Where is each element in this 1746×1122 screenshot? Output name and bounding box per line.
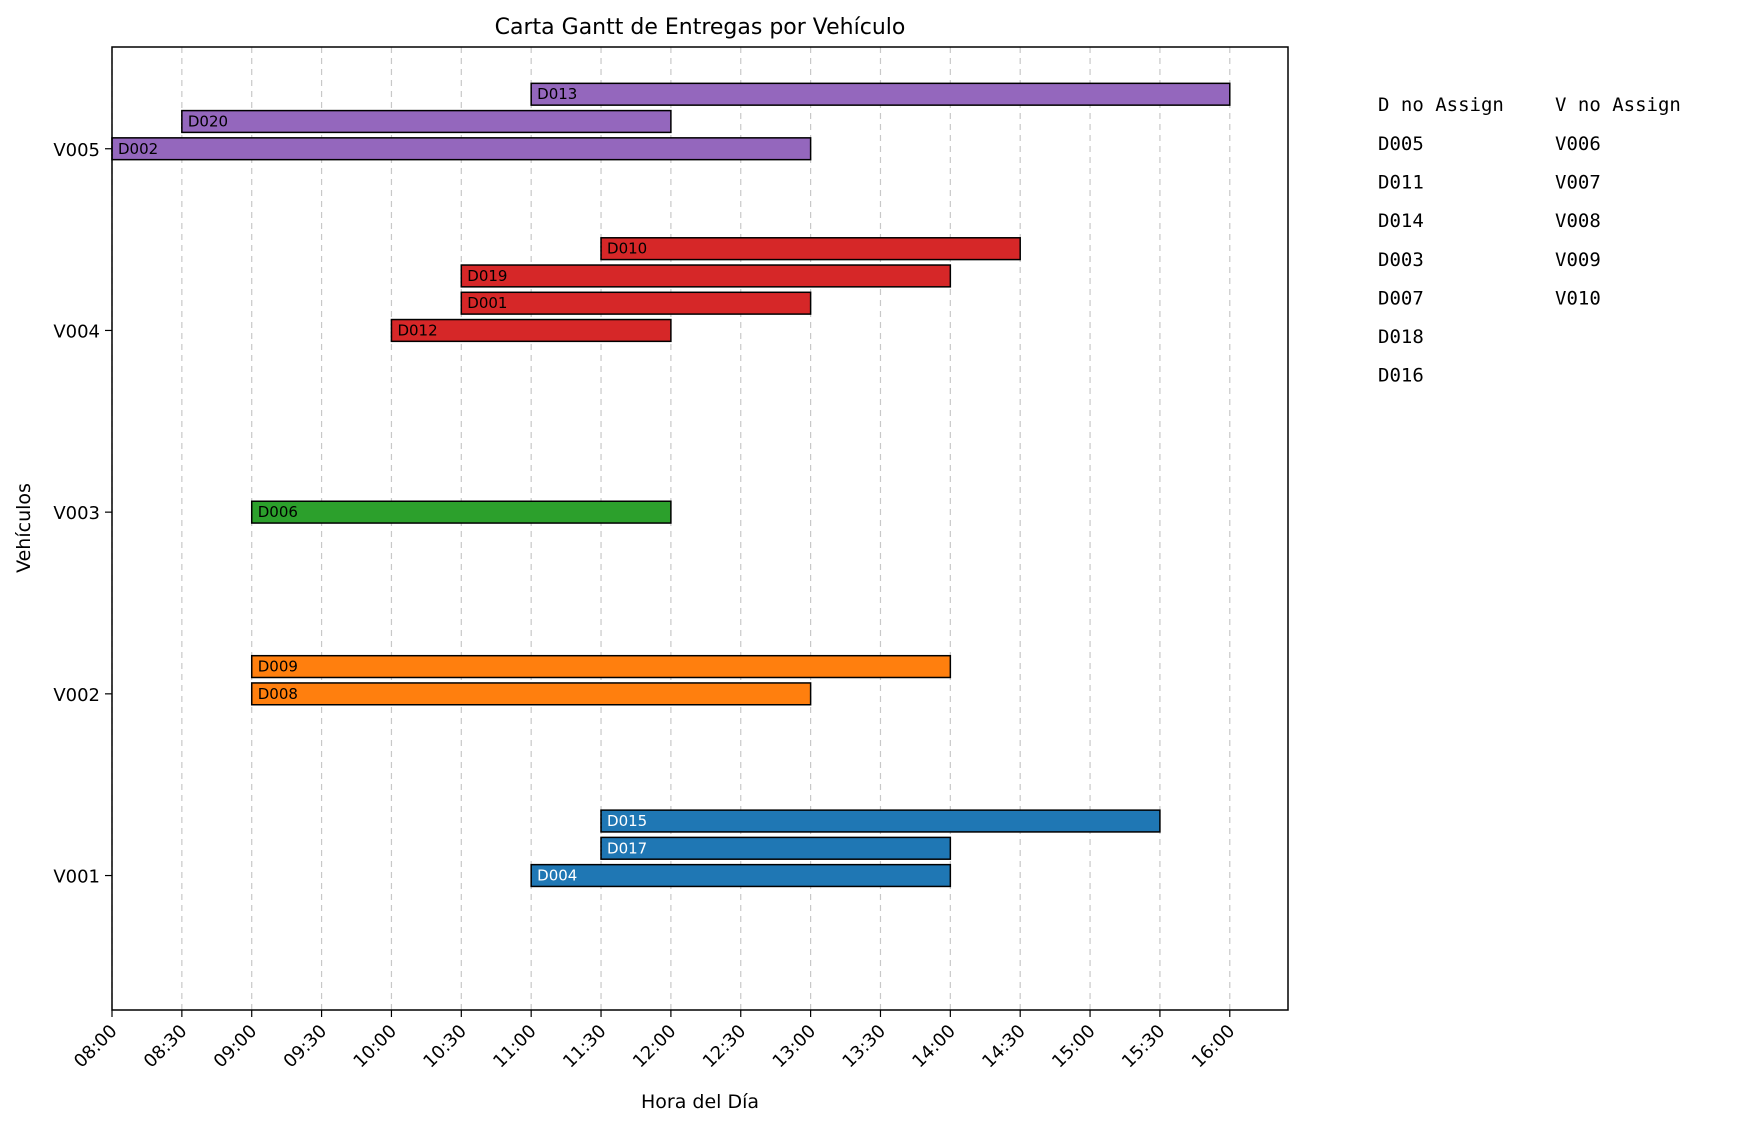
y-tick-label-v003: V003 (53, 503, 100, 524)
bar-d004 (530, 863, 952, 888)
unassigned-vehicle: V007 (1555, 172, 1601, 194)
unassigned-delivery: D016 (1378, 365, 1424, 387)
bar-label-d019: D019 (467, 267, 507, 285)
x-tick-label: 15:00 (1048, 1021, 1100, 1073)
bar-d002 (111, 137, 812, 161)
chart-title: Carta Gantt de Entregas por Vehículo (495, 15, 906, 40)
bar-d017 (600, 836, 952, 860)
y-axis-label: Vehículos (13, 483, 35, 573)
plot-frame (111, 46, 1289, 1011)
y-tick-label-v001: V001 (53, 867, 100, 888)
x-tick-label: 13:00 (769, 1021, 821, 1073)
y-tick-label-v005: V005 (53, 140, 100, 161)
x-tick-label: 12:30 (699, 1021, 751, 1073)
bar-d001 (460, 291, 812, 315)
x-tick-label: 11:30 (559, 1021, 611, 1073)
bar-label-d020: D020 (188, 112, 228, 130)
x-tick-label: 08:00 (70, 1021, 122, 1073)
x-tick-label: 09:30 (280, 1021, 332, 1073)
x-tick-label: 10:00 (349, 1021, 401, 1073)
x-tick-label: 11:00 (489, 1021, 541, 1073)
bar-d013 (530, 82, 1231, 106)
unassigned-delivery: D014 (1378, 210, 1424, 232)
bar-label-d001: D001 (467, 294, 507, 312)
bar-label-d008: D008 (258, 685, 298, 703)
bar-d006 (250, 500, 672, 524)
x-tick-label: 14:00 (908, 1021, 960, 1073)
y-tick-label-v002: V002 (53, 685, 100, 706)
unassigned-delivery: D011 (1378, 172, 1424, 194)
unassigned-table: D no Assign V no Assign D005 D011 D014 D003… (1378, 94, 1681, 387)
unassigned-delivery: D018 (1378, 326, 1424, 348)
bar-label-d009: D009 (258, 658, 298, 676)
bar-d009 (250, 654, 952, 679)
x-tick-label: 10:30 (419, 1021, 471, 1073)
bar-label-d006: D006 (258, 503, 298, 521)
unassigned-vehicle: V009 (1555, 249, 1601, 271)
unassigned-vehicle: V008 (1555, 210, 1601, 232)
bars: D004 D017 D015 D008 D009 D006 D012 D001 D019 D010… (111, 82, 1231, 888)
unassigned-deliveries-header: D no Assign (1378, 94, 1504, 116)
bar-d008 (250, 682, 812, 706)
bar-d012 (390, 318, 672, 343)
unassigned-delivery: D003 (1378, 249, 1424, 271)
bar-label-d013: D013 (537, 85, 577, 103)
bar-label-d015: D015 (607, 812, 647, 830)
bar-d019 (460, 264, 952, 288)
bar-label-d017: D017 (607, 839, 647, 857)
x-tick-label: 14:30 (978, 1021, 1030, 1073)
x-axis-ticks: 08:00 08:30 09:00 09:30 10:00 10:30 11:00 11:30… (70, 1010, 1239, 1072)
bar-d010 (600, 237, 1021, 261)
x-tick-label: 16:00 (1188, 1021, 1240, 1073)
unassigned-delivery: D007 (1378, 287, 1424, 309)
bar-label-d002: D002 (118, 140, 158, 158)
bar-d020 (181, 109, 672, 134)
x-tick-label: 13:30 (838, 1021, 890, 1073)
bar-label-d010: D010 (607, 240, 647, 258)
bar-label-d012: D012 (397, 321, 437, 339)
unassigned-vehicle: V010 (1555, 287, 1601, 309)
x-axis-label: Hora del Día (641, 1091, 759, 1113)
x-tick-label: 09:00 (210, 1021, 262, 1073)
y-tick-label-v004: V004 (53, 321, 100, 342)
unassigned-delivery: D005 (1378, 133, 1424, 155)
bar-label-d004: D004 (537, 867, 577, 885)
x-tick-label: 12:00 (629, 1021, 681, 1073)
unassigned-vehicle: V006 (1555, 133, 1601, 155)
bar-d015 (600, 809, 1161, 833)
x-tick-label: 08:30 (140, 1021, 192, 1073)
x-tick-label: 15:30 (1118, 1021, 1170, 1073)
unassigned-vehicles-header: V no Assign (1555, 94, 1681, 116)
y-axis-ticks: V001 V002 V003 V004 V005 (53, 140, 112, 888)
